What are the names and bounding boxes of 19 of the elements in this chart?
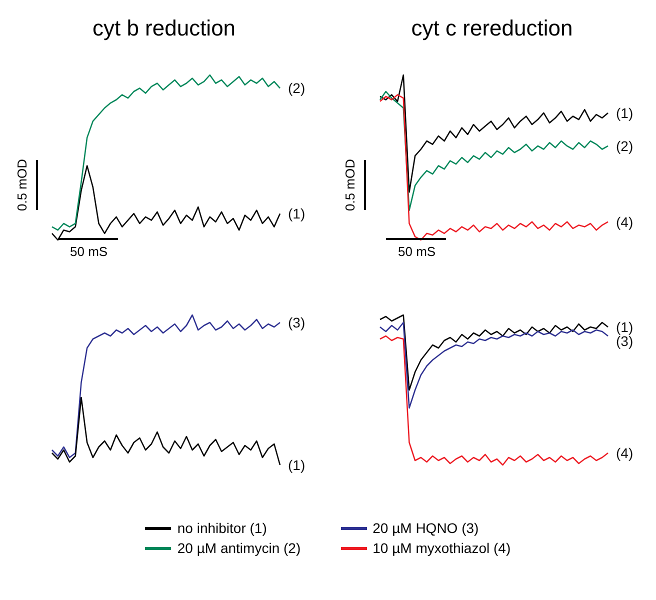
- text: 50 mS: [398, 244, 436, 259]
- series-label: (4): [616, 445, 634, 461]
- text: 0.5 mOD: [14, 158, 30, 212]
- series-label: (4): [616, 214, 634, 230]
- series-label: (1): [288, 457, 306, 473]
- series-label: (1): [616, 104, 634, 121]
- series-label: (1): [288, 206, 306, 222]
- text: 0.5 mOD: [342, 158, 358, 212]
- chart-title: cyt c rereduction: [411, 16, 573, 40]
- series-label: (2): [288, 80, 306, 96]
- text: 20 µM antimycin (2): [177, 540, 301, 556]
- text: 20 µM HQNO (3): [372, 520, 479, 536]
- series-label: (2): [616, 138, 634, 154]
- text: 10 µM myxothiazol (4): [372, 540, 511, 556]
- text: 50 mS: [70, 244, 108, 259]
- series-label: (3): [288, 314, 306, 330]
- text: no inhibitor (1): [177, 520, 267, 536]
- series-label: (1): [616, 319, 634, 335]
- chart-title: cyt b reduction: [92, 16, 236, 40]
